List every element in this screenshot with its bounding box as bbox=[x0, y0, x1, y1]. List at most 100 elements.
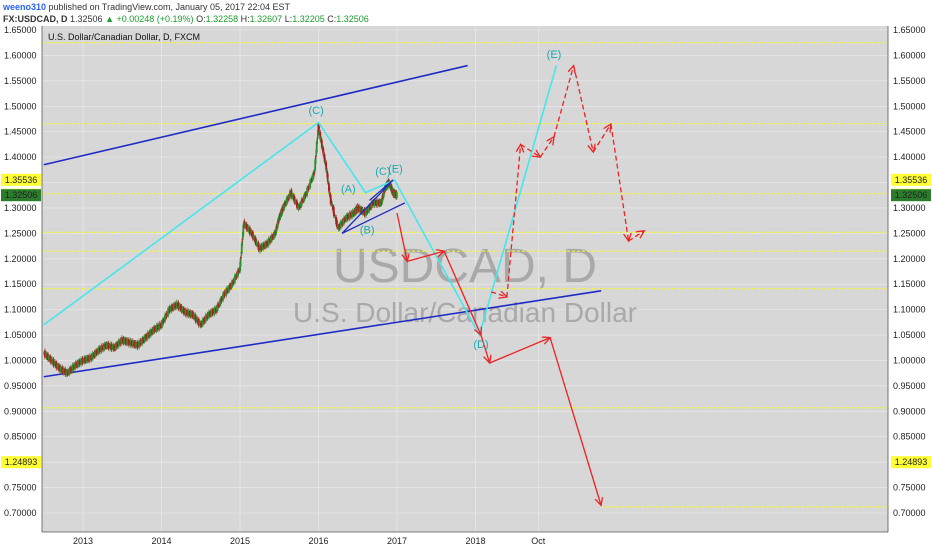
y-tick-label-right: 0.90000 bbox=[893, 406, 926, 416]
candle-body bbox=[328, 191, 331, 195]
wave-label: (E) bbox=[547, 49, 562, 61]
candle-body bbox=[287, 195, 290, 201]
plot-area bbox=[42, 26, 888, 532]
x-tick-label: 2014 bbox=[151, 536, 171, 546]
projection-arrow-dashed bbox=[506, 144, 521, 297]
price-tag-right-label: 1.32506 bbox=[895, 190, 928, 200]
candle-body bbox=[326, 173, 329, 183]
candle-body bbox=[167, 308, 170, 316]
candle-body bbox=[44, 350, 46, 358]
candle-body bbox=[332, 207, 335, 216]
y-tick-label-right: 1.25000 bbox=[893, 228, 926, 238]
candle-body bbox=[336, 220, 338, 228]
y-tick-label-right: 1.55000 bbox=[893, 76, 926, 86]
candle-body bbox=[242, 224, 245, 236]
candle-body bbox=[284, 202, 287, 206]
candle-body bbox=[225, 288, 228, 296]
last-price: 1.32506 bbox=[70, 14, 103, 24]
candle-body bbox=[299, 203, 301, 208]
y-tick-label-left: 1.00000 bbox=[4, 355, 37, 365]
symbol-label: FX:USDCAD, D bbox=[3, 14, 68, 24]
projection-arrow-dashed bbox=[490, 292, 507, 297]
candle-body bbox=[194, 314, 197, 322]
candle-body bbox=[300, 198, 303, 207]
candle-body bbox=[51, 358, 53, 364]
y-tick-label-left: 1.10000 bbox=[4, 305, 37, 315]
candle-body bbox=[267, 238, 270, 246]
publish-info: published on TradingView.com, January 05… bbox=[48, 2, 291, 12]
candle-body bbox=[145, 334, 148, 340]
projection-arrow-dashed bbox=[572, 65, 594, 152]
candle-body bbox=[233, 275, 236, 283]
candle-body bbox=[329, 194, 332, 204]
candle-body bbox=[365, 208, 367, 217]
publish-line: weeno310 published on TradingView.com, J… bbox=[3, 2, 290, 12]
candle-body bbox=[177, 302, 180, 310]
high-value: 1.32607 bbox=[249, 14, 283, 24]
low-label: L: bbox=[284, 14, 293, 24]
candle-body bbox=[220, 298, 223, 302]
channel-line bbox=[43, 64, 468, 166]
candle-body bbox=[146, 332, 149, 340]
y-tick-label-right: 1.65000 bbox=[893, 25, 926, 35]
price-tag-left-label: 1.24893 bbox=[5, 457, 38, 467]
y-tick-label-left: 1.60000 bbox=[4, 50, 37, 60]
projection-arrow-dashed bbox=[553, 66, 574, 137]
candle-body bbox=[80, 358, 82, 365]
candle-body bbox=[232, 279, 235, 285]
price-tag-left bbox=[1, 456, 41, 469]
y-tick-label-right: 0.70000 bbox=[893, 508, 926, 518]
y-tick-label-right: 1.45000 bbox=[893, 127, 926, 137]
price-change: ▲ +0.00248 (+0.19%) bbox=[105, 14, 194, 24]
candle-body bbox=[307, 185, 310, 190]
x-tick-label: 2017 bbox=[387, 536, 407, 546]
candle-body bbox=[91, 352, 94, 360]
projection-arrow-dashed bbox=[539, 137, 554, 158]
high-label: H: bbox=[240, 14, 250, 24]
price-tag-right bbox=[891, 173, 931, 186]
y-tick-label-left: 1.30000 bbox=[4, 203, 37, 213]
author-link[interactable]: weeno310 bbox=[3, 2, 47, 12]
y-tick-label-left: 1.55000 bbox=[4, 76, 37, 86]
candle-body bbox=[315, 155, 317, 158]
watermark-symbol: USDCAD, D bbox=[333, 240, 597, 293]
channel-line bbox=[43, 290, 602, 378]
y-tick-label-left: 1.20000 bbox=[4, 254, 37, 264]
projection-arrow-dashed bbox=[628, 231, 645, 242]
candle-body bbox=[333, 214, 336, 216]
projection-arrow bbox=[489, 338, 550, 364]
y-tick-label-left: 1.45000 bbox=[4, 127, 37, 137]
projection-arrow bbox=[480, 334, 490, 363]
price-tag-left bbox=[1, 189, 41, 202]
candle-body bbox=[309, 179, 312, 188]
projection-arrow bbox=[443, 250, 481, 335]
y-tick-label-right: 1.60000 bbox=[893, 50, 926, 60]
candle-body bbox=[316, 140, 319, 145]
price-tag-right bbox=[891, 456, 931, 469]
projection-arrow-dashed bbox=[610, 123, 629, 241]
candle-body bbox=[239, 258, 242, 266]
candle-body bbox=[204, 314, 207, 322]
candle-body bbox=[237, 269, 239, 277]
candle-body bbox=[252, 232, 254, 240]
y-tick-label-left: 0.85000 bbox=[4, 432, 37, 442]
candle-body bbox=[203, 317, 206, 323]
candle-body bbox=[197, 318, 200, 326]
y-tick-label-right: 1.30000 bbox=[893, 203, 926, 213]
price-tag-right-label: 1.24893 bbox=[895, 457, 928, 467]
y-tick-label-right: 1.05000 bbox=[893, 330, 926, 340]
candle-body bbox=[61, 366, 64, 374]
candle-body bbox=[186, 309, 188, 316]
y-tick-label-left: 1.50000 bbox=[4, 101, 37, 111]
candle-body bbox=[216, 303, 219, 312]
candle-body bbox=[90, 354, 93, 361]
candle-body bbox=[165, 312, 168, 318]
candle-body bbox=[339, 221, 342, 229]
candle-body bbox=[162, 319, 165, 323]
candle-body bbox=[193, 314, 195, 319]
projection-arrow bbox=[407, 251, 444, 262]
projection-arrow bbox=[549, 337, 601, 506]
candle-body bbox=[304, 193, 307, 197]
candle-body bbox=[314, 157, 317, 165]
